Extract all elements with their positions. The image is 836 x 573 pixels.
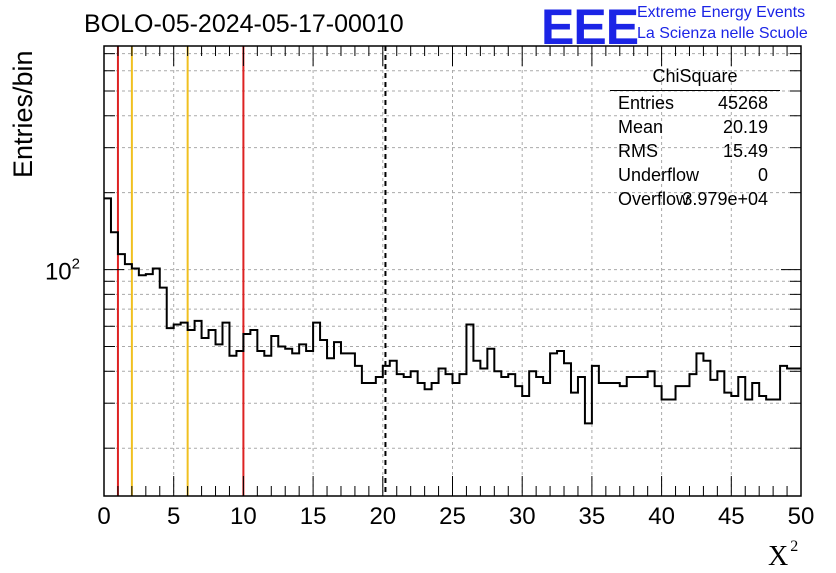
logo-line-1: Extreme Energy Events	[637, 4, 806, 21]
stats-value: 3.979e+04	[682, 189, 768, 209]
axis-layer: 102 0 5 10 15 20 25 30 35 40 45 50	[45, 45, 815, 530]
x-tick-label: 50	[788, 503, 815, 530]
x-tick-label: 25	[439, 503, 466, 530]
stats-row-rms: RMS 15.49	[610, 139, 780, 163]
x-tick-label: 40	[648, 503, 675, 530]
plot-frame	[103, 45, 802, 497]
stats-value: 15.49	[722, 141, 768, 161]
x-tick-label: 45	[718, 503, 745, 530]
y-tick-label: 102	[45, 256, 80, 286]
vertical-lines-layer	[116, 46, 387, 496]
stats-key: Entries	[618, 93, 675, 113]
x-axis-label-base: X	[768, 541, 789, 572]
x-tick-label: 5	[167, 503, 180, 530]
histogram-layer	[104, 197, 801, 425]
stats-value: 20.19	[722, 117, 768, 137]
x-tick-label: 0	[97, 503, 110, 530]
chart-title: BOLO-05-2024-05-17-00010	[84, 10, 404, 38]
logo-line-2: La Scienza nelle Scuole	[637, 25, 808, 42]
stats-value: 0	[757, 165, 768, 185]
stats-row-underflow: Underflow 0	[610, 163, 780, 187]
x-tick-label: 35	[579, 503, 606, 530]
stats-row-overflow: Overflow 3.979e+04	[610, 187, 780, 211]
x-tick-label: 20	[369, 503, 396, 530]
x-axis-label-sup: 2	[790, 538, 799, 555]
stats-key: RMS	[618, 141, 658, 161]
stats-box: ChiSquare Entries 45268 Mean 20.19 RMS 1…	[610, 66, 780, 211]
stats-row-entries: Entries 45268	[610, 91, 780, 115]
stats-key: Underflow	[618, 165, 700, 185]
x-tick-label: 15	[300, 503, 327, 530]
stats-key: Mean	[618, 117, 664, 137]
stats-title: ChiSquare	[610, 66, 780, 91]
histogram-outline	[104, 197, 801, 425]
x-tick-label: 30	[509, 503, 536, 530]
stats-row-mean: Mean 20.19	[610, 115, 780, 139]
stats-key: Overflow	[618, 189, 690, 209]
x-tick-label: 10	[230, 503, 257, 530]
stats-value: 45268	[717, 93, 768, 113]
